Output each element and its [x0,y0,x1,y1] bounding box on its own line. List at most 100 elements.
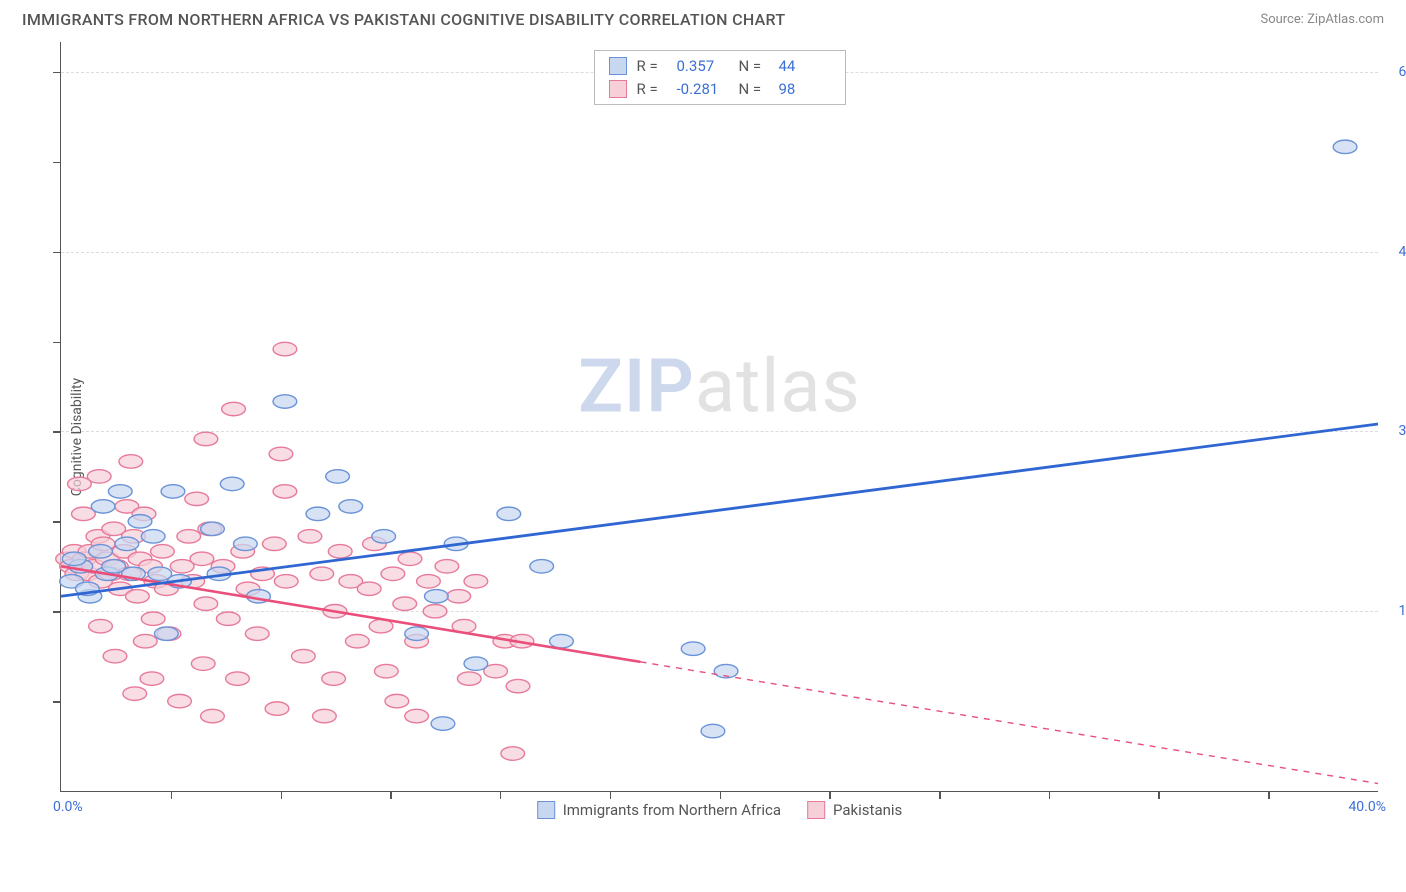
stats-box: R =0.357N =44R = -0.281 N = 98 [594,50,846,105]
trend-line-pink-extrapolated [640,662,1378,784]
x-tick [390,791,392,799]
data-point-pink [133,634,157,647]
stat-n-value-blue: 44 [779,55,831,78]
data-point-blue [405,627,429,640]
data-point-blue [91,500,115,513]
x-tick [610,791,612,799]
legend-swatch-pink [807,801,825,819]
x-axis-min-label: 0.0% [53,799,83,815]
stats-row-blue: R =0.357N =44 [609,55,831,78]
legend-item-blue: Immigrants from Northern Africa [537,801,781,819]
data-point-blue [530,560,554,573]
data-point-pink [87,470,111,483]
data-point-pink [328,545,352,558]
source-attribution: Source: ZipAtlas.com [1260,12,1384,27]
stat-n-label: N = [739,78,769,101]
y-tick-label: 45.0% [1398,244,1406,260]
data-point-pink [374,664,398,677]
chart-title: IMMIGRANTS FROM NORTHERN AFRICA VS PAKIS… [22,10,785,29]
data-point-pink [222,402,246,415]
y-tick-label: 15.0% [1398,603,1406,619]
stat-n-value-pink: 98 [779,78,831,101]
data-point-pink [201,709,225,722]
data-point-blue [273,395,297,408]
data-point-blue [161,485,185,498]
y-tick [53,431,61,433]
trend-line-blue [61,424,1378,596]
data-point-blue [1333,140,1357,153]
data-point-pink [322,672,346,685]
data-point-blue [62,552,86,565]
x-tick [829,791,831,799]
legend-swatch-pink [609,80,627,98]
data-point-pink [501,747,525,760]
y-tick-label: 30.0% [1398,423,1406,439]
y-tick [53,521,61,523]
data-point-blue [155,627,179,640]
data-point-pink [194,597,218,610]
data-point-pink [168,694,192,707]
y-tick [53,162,61,164]
data-point-pink [357,582,381,595]
data-point-blue [464,657,488,670]
data-point-pink [126,590,150,603]
data-point-blue [326,470,350,483]
data-point-pink [269,447,293,460]
y-tick-label: 60.0% [1398,64,1406,80]
data-point-blue [128,515,152,528]
data-point-blue [234,537,258,550]
data-point-blue [306,507,330,520]
y-tick [53,72,61,74]
data-point-pink [123,687,147,700]
legend-item-pink: Pakistanis [807,801,902,819]
data-point-pink [185,492,209,505]
chart-area: Cognitive Disability 15.0%30.0%45.0%60.0… [50,37,1388,837]
data-point-pink [194,432,218,445]
stat-r-label: R = [637,78,667,101]
plot-region: 15.0%30.0%45.0%60.0% ZIPatlas R =0.357N … [60,42,1378,792]
data-point-pink [393,597,417,610]
data-point-pink [423,604,447,617]
y-tick [53,342,61,344]
data-point-pink [345,634,369,647]
y-tick [53,611,61,613]
data-point-blue [497,507,521,520]
data-point-blue [431,717,455,730]
data-point-blue [339,500,363,513]
data-point-blue [201,522,225,535]
data-point-pink [119,455,143,468]
data-point-pink [435,560,459,573]
data-point-pink [273,485,297,498]
x-tick [500,791,502,799]
data-point-pink [405,709,429,722]
legend-swatch-blue [609,57,627,75]
data-point-pink [177,530,201,543]
data-point-pink [274,575,298,588]
data-point-blue [372,530,396,543]
data-point-pink [385,694,409,707]
data-point-blue [108,485,132,498]
data-point-pink [263,537,287,550]
stats-row-pink: R = -0.281 N = 98 [609,78,831,101]
scatter-svg [61,42,1378,791]
data-point-pink [89,619,113,632]
stat-r-value-pink: -0.281 [677,78,729,101]
data-point-pink [140,672,164,685]
x-tick [1158,791,1160,799]
x-tick [720,791,722,799]
data-point-pink [151,545,175,558]
data-point-blue [681,642,705,655]
data-point-blue [115,537,139,550]
legend-label-blue: Immigrants from Northern Africa [563,801,781,819]
data-point-pink [447,590,471,603]
data-point-pink [191,657,215,670]
data-point-blue [550,634,574,647]
data-point-blue [220,477,244,490]
source-prefix: Source: [1260,12,1307,27]
data-point-pink [417,575,441,588]
data-point-pink [298,530,322,543]
chart-header: IMMIGRANTS FROM NORTHERN AFRICA VS PAKIS… [0,0,1406,37]
y-tick [53,701,61,703]
data-point-pink [291,649,315,662]
x-tick [939,791,941,799]
